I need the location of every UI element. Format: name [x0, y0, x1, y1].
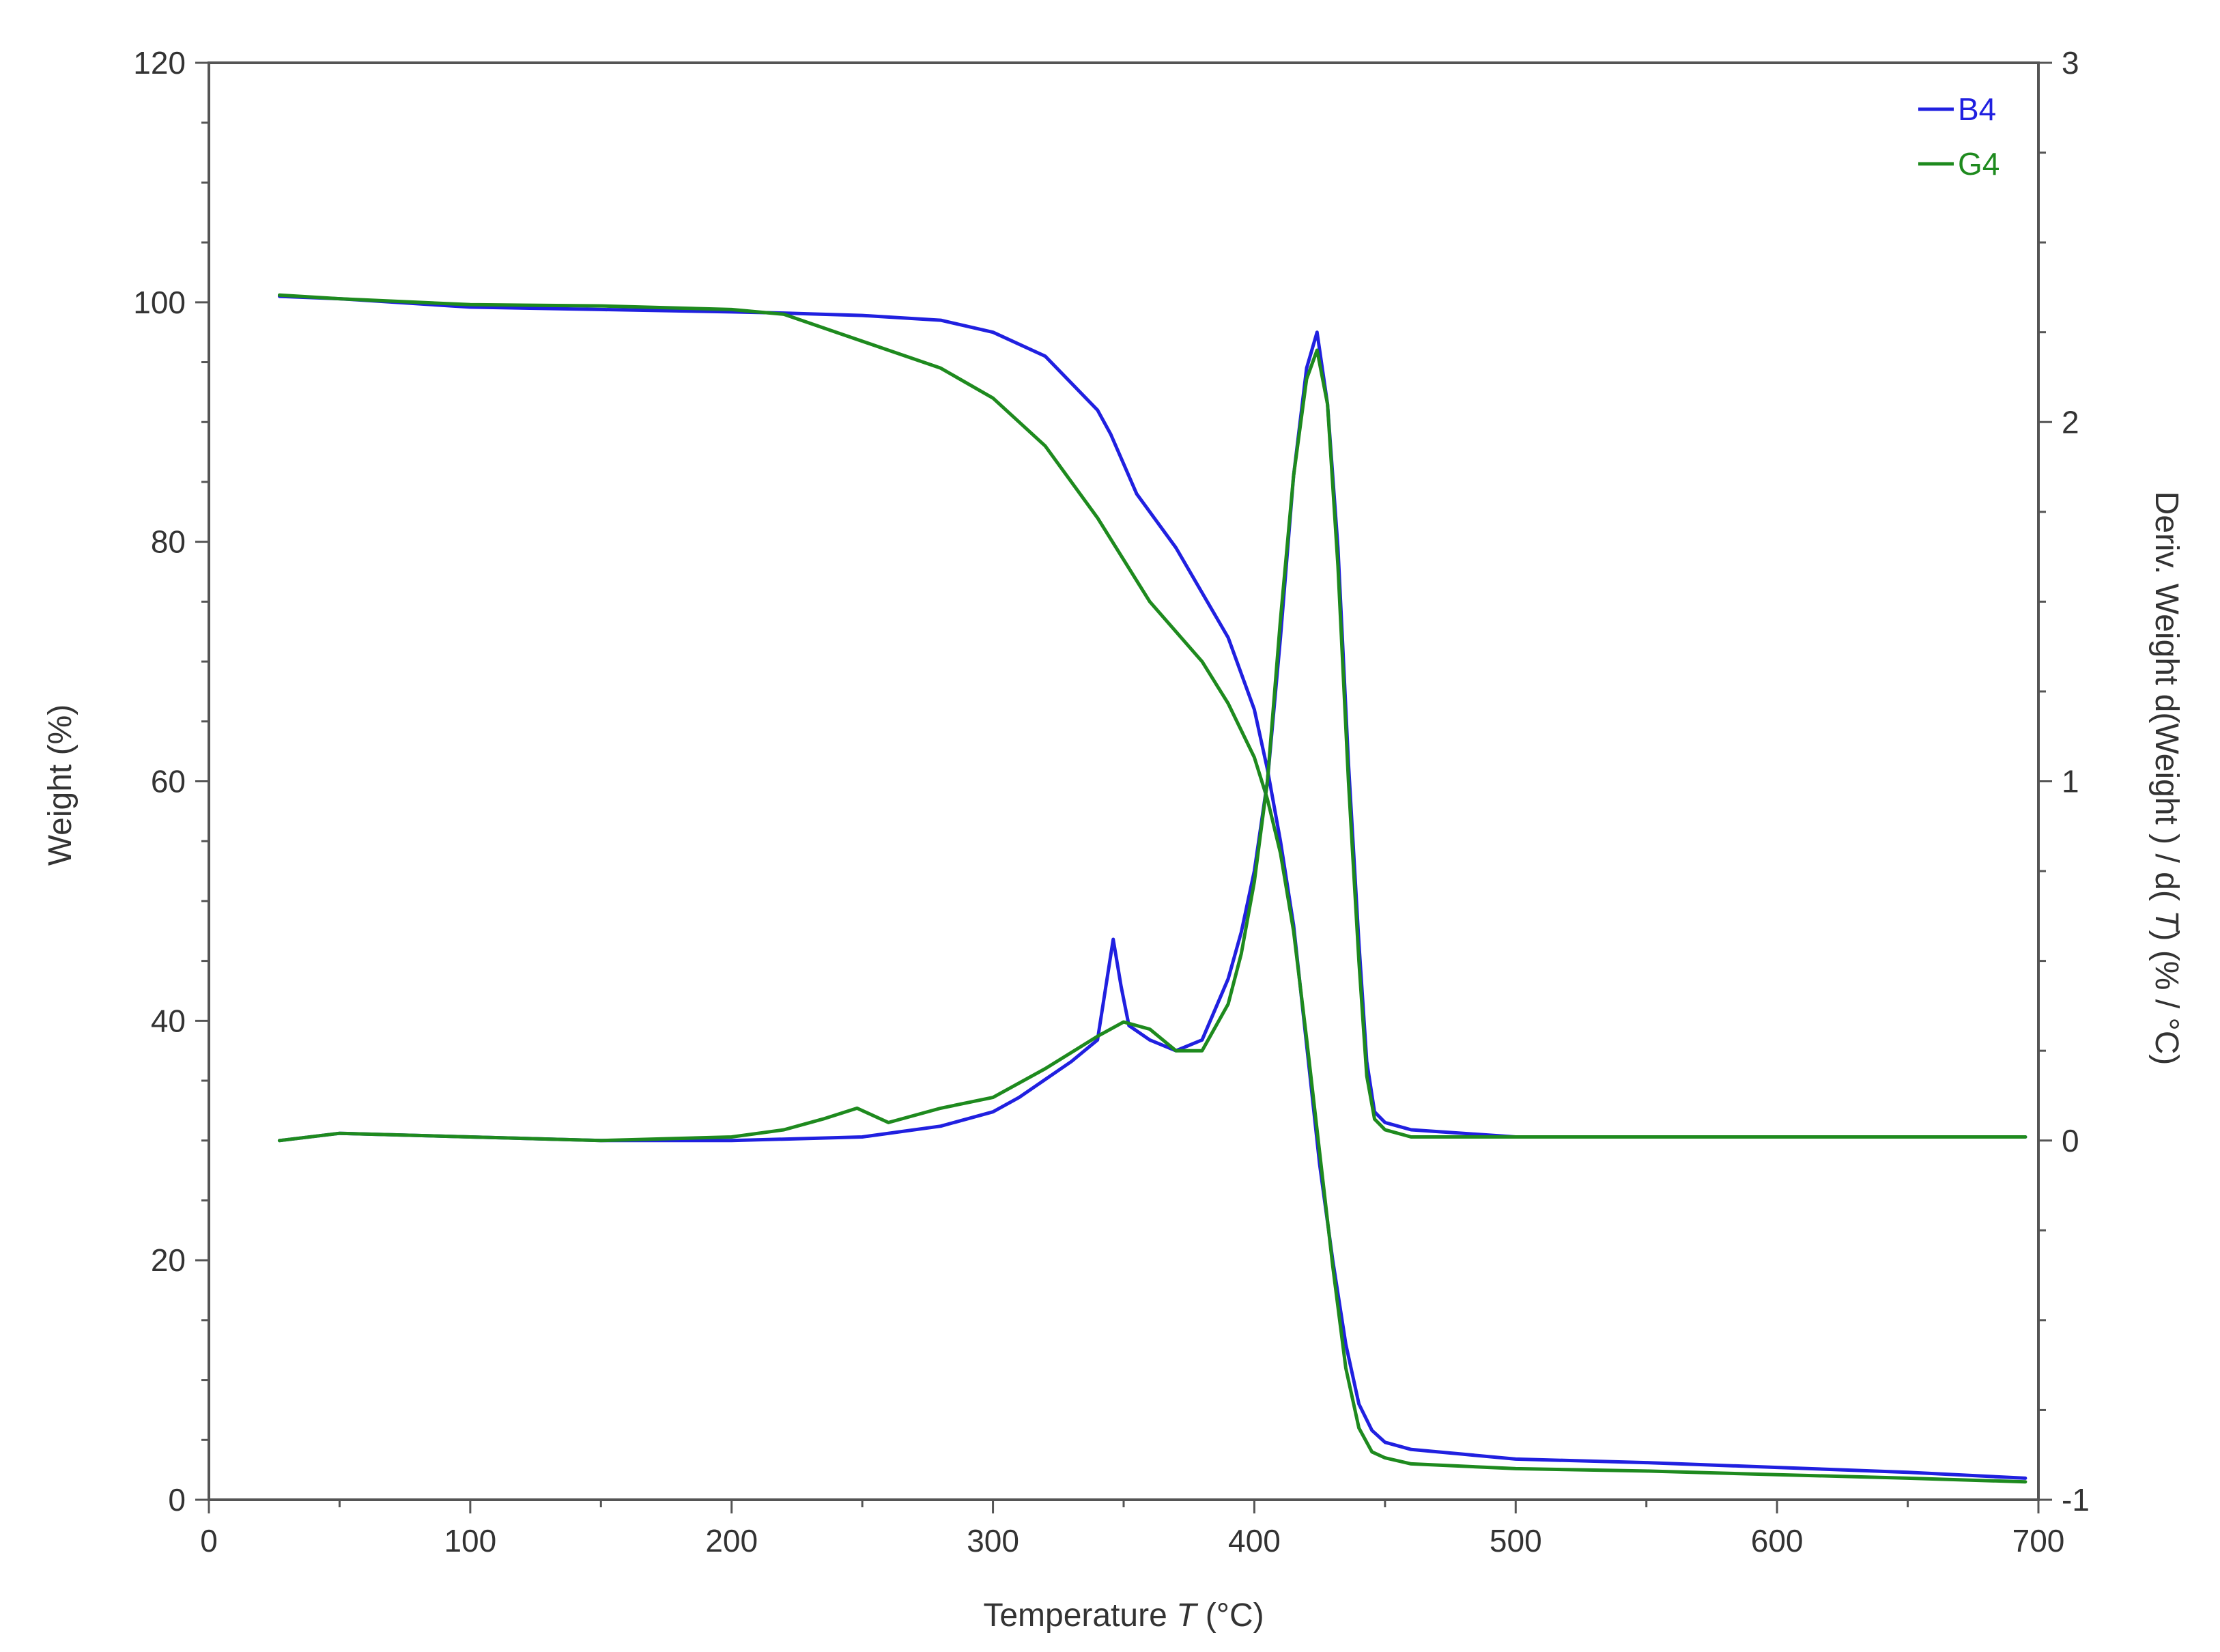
y-left-tick-label: 80	[151, 524, 186, 560]
y-axis-right-title-var: T	[2148, 910, 2185, 932]
y-left-tick-label: 40	[151, 1003, 186, 1038]
y-left-tick-label: 100	[133, 285, 186, 320]
x-axis: 0 100 200 300 400 500 600 700	[200, 1500, 2064, 1558]
x-axis-title-var: T	[1176, 1597, 1199, 1634]
series-line-b4-weight	[277, 294, 2027, 1480]
x-tick-label: 500	[1490, 1523, 1542, 1558]
x-tick-label: 400	[1228, 1523, 1281, 1558]
series-line-g4-weight	[277, 293, 2027, 1484]
y-axis-right-title: Deriv. Weight d(Weight ) / d( T) (% / °C…	[2148, 492, 2185, 1066]
y-axis-right: -1 0 1 2 3	[2038, 45, 2090, 1518]
y-left-tick-label: 120	[133, 45, 186, 81]
legend-label-g4: G4	[1958, 146, 2000, 182]
x-tick-label: 100	[444, 1523, 496, 1558]
legend-label-b4: B4	[1958, 91, 1996, 127]
x-tick-label: 700	[2012, 1523, 2065, 1558]
y-axis-right-title-pre: Deriv. Weight d(Weight ) / d(	[2148, 492, 2185, 911]
series-line-g4-derivative	[277, 348, 2027, 1143]
x-tick-label: 300	[967, 1523, 1019, 1558]
y-right-tick-label: 2	[2062, 404, 2079, 440]
y-right-tick-label: -1	[2062, 1482, 2090, 1518]
y-axis-left-title: Weight (%)	[42, 704, 79, 866]
plot-frame	[208, 61, 2040, 1501]
y-right-tick-label: 0	[2062, 1123, 2079, 1158]
y-right-tick-label: 1	[2062, 764, 2079, 799]
y-right-tick-label: 3	[2062, 45, 2079, 81]
x-axis-title-pre: Temperature	[983, 1597, 1176, 1634]
x-axis-title: Temperature T (°C)	[983, 1597, 1264, 1634]
x-axis-title-post: (°C)	[1196, 1597, 1264, 1634]
y-axis-left: 0 20 40 60 80 100 120	[133, 45, 209, 1518]
series-line-b4-derivative	[277, 330, 2027, 1143]
y-left-tick-label: 60	[151, 764, 186, 799]
series-layer	[277, 293, 2027, 1484]
y-left-tick-label: 0	[168, 1482, 186, 1518]
x-tick-label: 0	[200, 1523, 218, 1558]
x-tick-label: 200	[705, 1523, 758, 1558]
x-tick-label: 600	[1751, 1523, 1804, 1558]
legend: B4 G4	[1918, 91, 2000, 182]
y-left-tick-label: 20	[151, 1242, 186, 1278]
y-axis-right-title-post: ) (% / °C)	[2148, 930, 2185, 1066]
